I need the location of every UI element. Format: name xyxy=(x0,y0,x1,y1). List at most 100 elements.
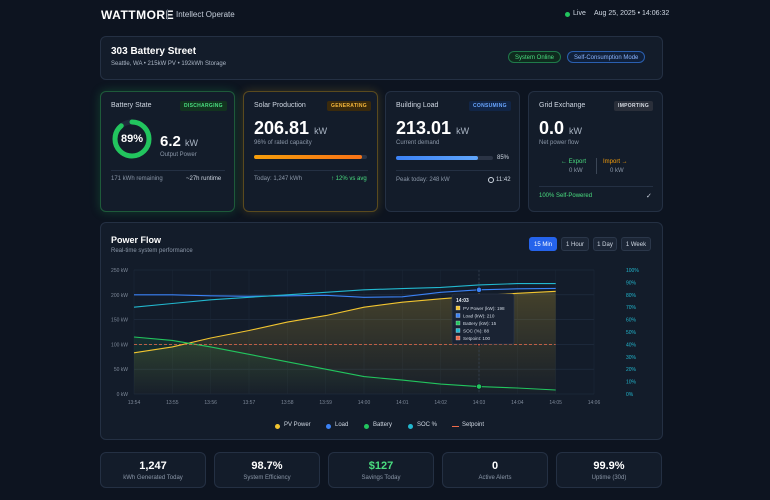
battery-soc-ring xyxy=(112,119,152,159)
grid-flow-divider xyxy=(596,158,597,174)
hover-point xyxy=(476,286,482,293)
x-tick-label: 13:54 xyxy=(128,400,141,406)
y-right-tick-label: 0% xyxy=(626,392,634,398)
tooltip-swatch xyxy=(455,313,461,318)
current-datetime: Aug 25, 2025 • 14:06:32 xyxy=(594,10,670,17)
range-button-15min[interactable]: 15 Min xyxy=(529,237,557,251)
legend-setpoint-marker xyxy=(452,426,459,427)
kpi-card-generated xyxy=(100,452,206,488)
tooltip-line: PV Power (kW): 198 xyxy=(463,306,505,311)
y-left-tick-label: 0 kW xyxy=(117,392,129,398)
app-name: Intellect Operate xyxy=(176,10,235,19)
load-card-title: Building Load xyxy=(396,102,439,109)
kpi-efficiency-label: System Efficiency xyxy=(243,475,291,481)
x-tick-label: 14:05 xyxy=(549,400,562,406)
y-left-tick-label: 250 kW xyxy=(111,268,128,274)
kpi-generated-value: 1,247 xyxy=(139,460,167,472)
load-power-value: 213.01 kW xyxy=(396,118,470,138)
x-tick-label: 14:06 xyxy=(588,400,601,406)
tooltip-title: 14:03 xyxy=(456,298,469,304)
solar-caption: 96% of rated capacity xyxy=(254,140,312,146)
battery-power-value: 6.2 kW xyxy=(160,133,199,150)
y-right-tick-label: 40% xyxy=(626,342,637,348)
live-status-icon xyxy=(565,12,570,17)
operating-mode-badge[interactable]: Self-Consumption Mode xyxy=(567,51,646,63)
y-right-tick-label: 10% xyxy=(626,380,637,386)
power-flow-chart[interactable]: 250 kW 200 kW 150 kW 100 kW 50 kW 0 kW 100% 90%… xyxy=(100,262,663,412)
live-label: Live xyxy=(573,10,586,17)
grid-export-value: 0 kW xyxy=(569,168,583,174)
grid-divider xyxy=(539,186,653,187)
legend-load-label[interactable]: Load xyxy=(335,422,349,428)
y-left-tick-label: 50 kW xyxy=(114,367,128,373)
load-status-badge: CONSUMING xyxy=(469,101,511,111)
y-right-tick-label: 50% xyxy=(626,330,637,336)
y-left-tick-label: 100 kW xyxy=(111,342,128,348)
kpi-uptime-value: 99.9% xyxy=(593,460,625,472)
y-left-tick-label: 200 kW xyxy=(111,293,128,299)
load-progress-label: 85% xyxy=(497,155,510,161)
battery-status-badge: DISCHARGING xyxy=(180,101,227,111)
grid-exchange-card[interactable] xyxy=(528,91,663,212)
battery-card-title: Battery State xyxy=(111,102,152,109)
grid-import-value: 0 kW xyxy=(610,168,624,174)
grid-power-value: 0.0 kW xyxy=(539,118,583,138)
grid-status-badge: IMPORTING xyxy=(614,101,654,111)
legend-pv-label[interactable]: PV Power xyxy=(284,422,311,428)
soc-line xyxy=(133,283,556,308)
solar-divider xyxy=(254,170,368,171)
legend-load-marker xyxy=(326,424,331,429)
y-right-tick-label: 100% xyxy=(626,268,639,274)
grid-card-title: Grid Exchange xyxy=(539,102,586,109)
tooltip-swatch xyxy=(455,335,461,341)
solar-progress-fill xyxy=(254,155,363,159)
x-tick-label: 13:55 xyxy=(166,400,179,406)
legend-setpoint-label[interactable]: Setpoint xyxy=(462,422,485,428)
power-flow-title: Power Flow xyxy=(111,235,162,245)
y-right-tick-label: 80% xyxy=(626,293,637,299)
battery-runtime: ~27h runtime xyxy=(186,176,222,182)
kpi-card-savings xyxy=(328,452,434,488)
brand-logo[interactable]: WATTMORE xyxy=(101,8,175,22)
battery-soc-label: 89% xyxy=(120,133,144,145)
battery-power-unit: kW xyxy=(185,138,199,148)
x-tick-label: 14:01 xyxy=(396,400,409,406)
kpi-card-efficiency xyxy=(214,452,320,488)
tooltip-line: Load (kW): 210 xyxy=(463,314,495,319)
range-button-1hour[interactable]: 1 Hour xyxy=(561,237,589,251)
kpi-generated-label: kWh Generated Today xyxy=(123,475,183,481)
kpi-savings-label: Savings Today xyxy=(361,475,401,481)
x-tick-label: 13:58 xyxy=(281,400,294,406)
x-tick-label: 14:00 xyxy=(358,400,371,406)
solar-today: Today: 1,247 kWh xyxy=(254,176,303,182)
kpi-efficiency-value: 98.7% xyxy=(251,460,283,472)
grid-import-label: Import → xyxy=(603,159,628,165)
solar-delta: ↑ 12% vs avg xyxy=(331,176,367,182)
solar-power-value: 206.81 kW xyxy=(254,118,328,138)
y-right-tick-label: 20% xyxy=(626,367,637,373)
battery-remaining: 171 kWh remaining xyxy=(111,176,163,182)
grid-caption: Net power flow xyxy=(539,140,579,146)
tooltip-swatch xyxy=(455,305,461,311)
legend-soc-marker xyxy=(408,424,413,429)
load-peak-time: 11:42 xyxy=(496,177,511,183)
site-subtitle: Seattle, WA • 215kW PV • 192kWh Storage xyxy=(111,61,227,67)
legend-soc-label[interactable]: SOC % xyxy=(417,422,438,428)
range-button-1week[interactable]: 1 Week xyxy=(621,237,651,251)
x-tick-label: 13:56 xyxy=(204,400,217,406)
tooltip-swatch xyxy=(455,328,461,333)
x-tick-label: 13:59 xyxy=(319,400,332,406)
grid-export-label: ← Export xyxy=(561,159,587,165)
legend-battery-label[interactable]: Battery xyxy=(373,422,393,428)
load-line xyxy=(134,287,556,298)
kpi-alerts-label: Active Alerts xyxy=(478,475,512,481)
load-peak: Peak today: 248 kW xyxy=(396,177,450,183)
x-tick-label: 14:03 xyxy=(473,400,486,406)
building-load-card[interactable] xyxy=(385,91,520,212)
x-tick-label: 13:57 xyxy=(243,400,256,406)
load-divider xyxy=(396,170,510,171)
system-status-badge: System Online xyxy=(508,51,562,63)
range-button-1day[interactable]: 1 Day xyxy=(593,237,617,251)
tooltip-box xyxy=(451,293,515,345)
solar-production-card[interactable] xyxy=(243,91,378,212)
